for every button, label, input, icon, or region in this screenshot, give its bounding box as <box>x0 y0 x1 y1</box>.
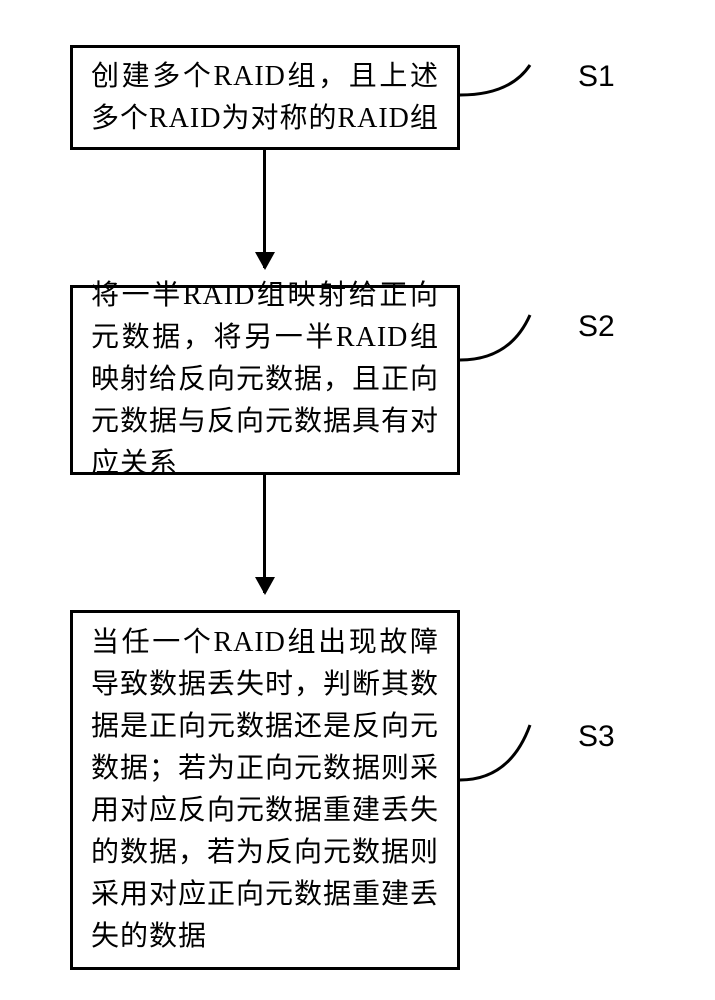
arrow-2-to-3 <box>263 475 266 593</box>
flowchart-container: 创建多个RAID组，且上述多个RAID为对称的RAID组 S1 将一半RAID组… <box>0 0 715 1000</box>
step-box-2: 将一半RAID组映射给正向元数据，将另一半RAID组映射给反向元数据，且正向元数… <box>70 285 460 475</box>
step-label-3: S3 <box>578 720 615 754</box>
step-box-3: 当任一个RAID组出现故障导致数据丢失时，判断其数据是正向元数据还是反向元数据；… <box>70 610 460 970</box>
label-connector-3 <box>460 720 565 790</box>
label-connector-1 <box>460 60 565 110</box>
label-connector-2 <box>460 310 565 370</box>
step-label-2: S2 <box>578 310 615 344</box>
step-text-1: 创建多个RAID组，且上述多个RAID为对称的RAID组 <box>91 56 439 140</box>
step-text-3: 当任一个RAID组出现故障导致数据丢失时，判断其数据是正向元数据还是反向元数据；… <box>91 622 439 958</box>
step-label-1: S1 <box>578 60 615 94</box>
step-box-1: 创建多个RAID组，且上述多个RAID为对称的RAID组 <box>70 45 460 150</box>
arrow-1-to-2 <box>263 150 266 268</box>
step-text-2: 将一半RAID组映射给正向元数据，将另一半RAID组映射给反向元数据，且正向元数… <box>91 275 439 485</box>
